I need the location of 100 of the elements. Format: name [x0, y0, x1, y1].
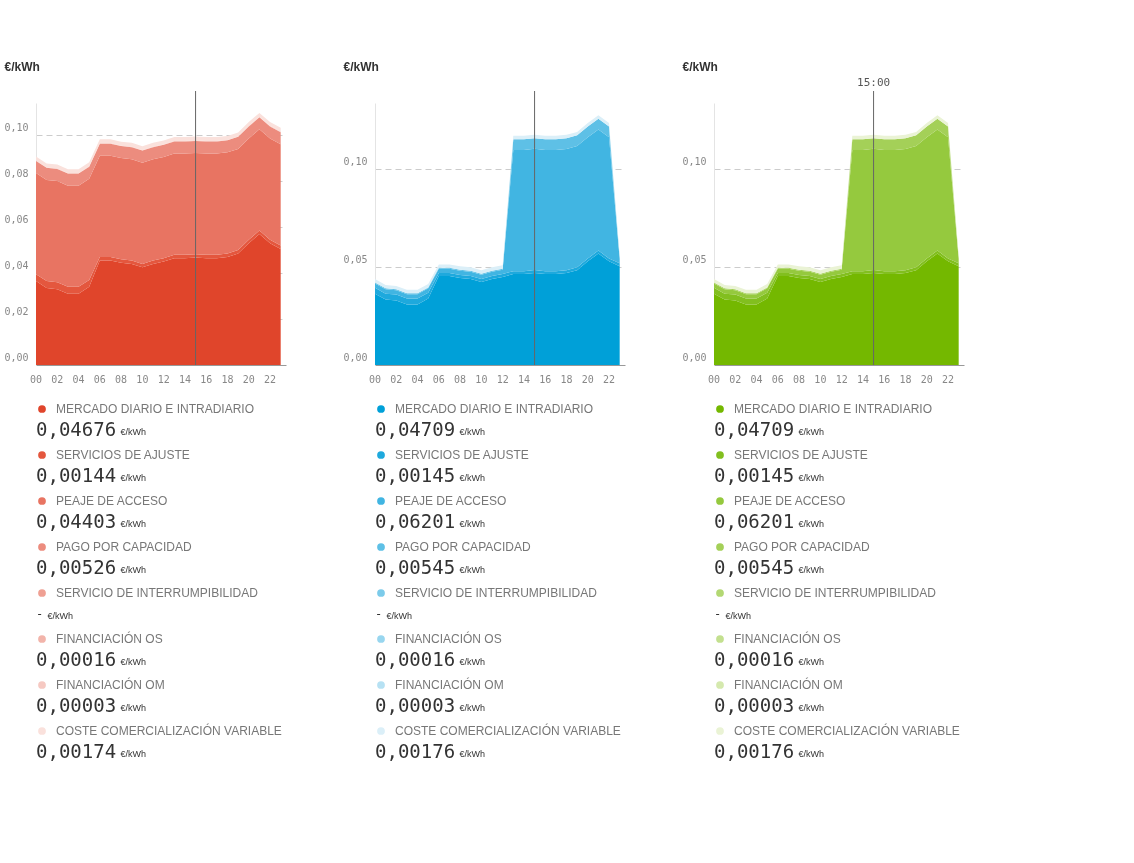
text: 0,00145 €/kWh — [714, 464, 825, 486]
text: 0,00003 €/kWh — [375, 694, 486, 716]
legend-label: MERCADO DIARIO E INTRADIARIO — [734, 402, 933, 416]
legend-label: PEAJE DE ACCESO — [56, 494, 168, 508]
text: 0,00016 €/kWh — [36, 648, 147, 670]
text: 0,00145 €/kWh — [375, 464, 486, 486]
text: 0,06201 €/kWh — [375, 510, 486, 532]
x-tick-label: 02 — [51, 374, 64, 385]
x-tick-label: 06 — [771, 374, 784, 385]
text: 0,04403 €/kWh — [36, 510, 147, 532]
legend-label: SERVICIOS DE AJUSTE — [56, 448, 190, 462]
y-axis-title: €/kWh — [682, 59, 718, 74]
y-tick-label: 0,10 — [682, 155, 707, 167]
y-tick-label: 0,00 — [682, 351, 707, 363]
y-tick-label: 0,02 — [4, 305, 29, 317]
x-tick-label: 20 — [920, 374, 933, 385]
x-tick-label: 22 — [264, 374, 277, 385]
text: 0,00003 €/kWh — [714, 694, 825, 716]
x-tick-label: 06 — [432, 374, 445, 385]
legend-label: SERVICIOS DE AJUSTE — [734, 448, 868, 462]
y-tick-label: 0,04 — [4, 259, 29, 271]
x-tick-label: 00 — [707, 374, 721, 385]
x-tick-label: 18 — [560, 374, 573, 385]
text: 0,00545 €/kWh — [714, 556, 825, 578]
x-tick-label: 08 — [793, 374, 806, 385]
legend-label: MERCADO DIARIO E INTRADIARIO — [56, 402, 255, 416]
x-tick-label: 16 — [878, 374, 891, 385]
y-tick-label: 0,06 — [4, 213, 29, 225]
legend-label: FINANCIACIÓN OS — [395, 631, 502, 646]
legend-label: MERCADO DIARIO E INTRADIARIO — [395, 402, 594, 416]
text: 0,00016 €/kWh — [375, 648, 486, 670]
x-tick-label: 12 — [835, 374, 848, 385]
x-tick-label: 14 — [517, 374, 530, 385]
x-tick-label: 22 — [603, 374, 616, 385]
x-tick-label: 10 — [475, 374, 488, 385]
y-tick-label: 0,00 — [343, 351, 368, 363]
x-tick-label: 18 — [221, 374, 234, 385]
legend-label: FINANCIACIÓN OS — [56, 631, 163, 646]
text: 0,04709 €/kWh — [375, 418, 486, 440]
y-tick-label: 0,05 — [682, 253, 707, 265]
x-tick-label: 12 — [157, 374, 170, 385]
x-tick-label: 00 — [29, 374, 43, 385]
y-tick-label: 0,00 — [4, 351, 29, 363]
x-tick-label: 20 — [242, 374, 255, 385]
text: 0,00174 €/kWh — [36, 740, 147, 762]
x-tick-label: 02 — [729, 374, 742, 385]
text: 0,00176 €/kWh — [714, 740, 825, 762]
text: - €/kWh — [375, 607, 413, 621]
text: 0,00176 €/kWh — [375, 740, 486, 762]
y-tick-label: 0,10 — [4, 121, 29, 133]
x-tick-label: 16 — [539, 374, 552, 385]
legend-label: FINANCIACIÓN OM — [395, 677, 504, 692]
text: - €/kWh — [714, 607, 752, 621]
x-tick-label: 04 — [72, 374, 85, 385]
legend-label: PAGO POR CAPACIDAD — [734, 540, 870, 554]
legend-label: SERVICIOS DE AJUSTE — [395, 448, 529, 462]
x-tick-label: 06 — [93, 374, 106, 385]
x-tick-label: 02 — [390, 374, 403, 385]
legend-label: PEAJE DE ACCESO — [395, 494, 507, 508]
legend-label: FINANCIACIÓN OM — [734, 677, 843, 692]
x-tick-label: 20 — [581, 374, 594, 385]
legend-label: COSTE COMERCIALIZACIÓN VARIABLE — [56, 723, 282, 738]
text: 0,00016 €/kWh — [714, 648, 825, 670]
y-tick-label: 0,10 — [343, 155, 368, 167]
x-tick-label: 12 — [496, 374, 509, 385]
legend-label: PAGO POR CAPACIDAD — [395, 540, 531, 554]
x-tick-label: 08 — [115, 374, 128, 385]
legend-label: COSTE COMERCIALIZACIÓN VARIABLE — [395, 723, 621, 738]
legend-label: FINANCIACIÓN OS — [734, 631, 841, 646]
x-tick-label: 04 — [750, 374, 763, 385]
x-tick-label: 18 — [899, 374, 912, 385]
x-tick-label: 08 — [454, 374, 467, 385]
legend-label: SERVICIO DE INTERRUMPIBILIDAD — [734, 586, 937, 600]
text: - €/kWh — [36, 607, 74, 621]
x-tick-label: 00 — [368, 374, 382, 385]
legend-label: FINANCIACIÓN OM — [56, 677, 165, 692]
x-tick-label: 04 — [411, 374, 424, 385]
x-tick-label: 16 — [200, 374, 213, 385]
x-tick-label: 22 — [942, 374, 955, 385]
text: 0,04709 €/kWh — [714, 418, 825, 440]
y-axis-title: €/kWh — [343, 59, 379, 74]
ref-line-label: 15:00 — [857, 76, 891, 89]
x-tick-label: 10 — [136, 374, 149, 385]
legend-label: COSTE COMERCIALIZACIÓN VARIABLE — [734, 723, 960, 738]
y-tick-label: 0,08 — [4, 167, 29, 179]
y-tick-label: 0,05 — [343, 253, 368, 265]
legend-label: PAGO POR CAPACIDAD — [56, 540, 192, 554]
x-tick-label: 14 — [856, 374, 869, 385]
x-tick-label: 14 — [178, 374, 191, 385]
text: 0,00144 €/kWh — [36, 464, 147, 486]
legend-label: SERVICIO DE INTERRUMPIBILIDAD — [56, 586, 259, 600]
x-tick-label: 10 — [814, 374, 827, 385]
text: 0,00003 €/kWh — [36, 694, 147, 716]
y-axis-title: €/kWh — [4, 59, 40, 74]
text: 0,06201 €/kWh — [714, 510, 825, 532]
legend-label: SERVICIO DE INTERRUMPIBILIDAD — [395, 586, 598, 600]
text: 0,04676 €/kWh — [36, 418, 147, 440]
text: 0,00526 €/kWh — [36, 556, 147, 578]
legend-label: PEAJE DE ACCESO — [734, 494, 846, 508]
text: 0,00545 €/kWh — [375, 556, 486, 578]
